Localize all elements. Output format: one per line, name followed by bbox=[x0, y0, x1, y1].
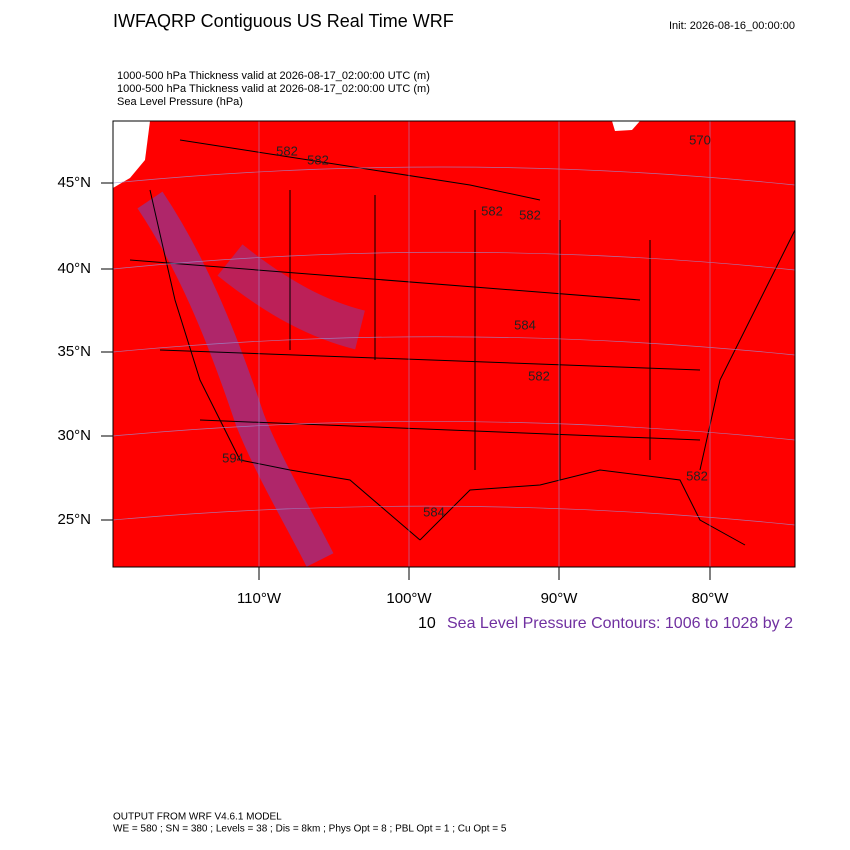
map bbox=[112, 120, 796, 568]
lat-label: 40°N bbox=[57, 260, 91, 277]
lon-label: 90°W bbox=[541, 590, 579, 607]
lat-label: 25°N bbox=[57, 511, 91, 528]
subtitle: 1000-500 hPa Thickness valid at 2026-08-… bbox=[117, 83, 430, 95]
contour-label: 584 bbox=[514, 317, 536, 332]
lat-label: 45°N bbox=[57, 174, 91, 191]
contour-label: 594 bbox=[222, 450, 244, 465]
contour-label: 582 bbox=[519, 207, 541, 222]
lon-label: 100°W bbox=[386, 590, 432, 607]
init-time: Init: 2026-08-16_00:00:00 bbox=[669, 20, 795, 32]
contour-label: 582 bbox=[686, 468, 708, 483]
title: IWFAQRP Contiguous US Real Time WRF bbox=[113, 11, 454, 31]
graticule bbox=[112, 121, 796, 567]
shading bbox=[137, 191, 334, 567]
lon-label: 80°W bbox=[692, 590, 730, 607]
contour-label: 582 bbox=[307, 152, 329, 167]
caption-overlap: 10 bbox=[418, 615, 436, 632]
footer: WE = 580 ; SN = 380 ; Levels = 38 ; Dis … bbox=[113, 824, 507, 835]
map-frame bbox=[112, 120, 796, 568]
contour-label: 582 bbox=[481, 203, 503, 218]
caption: Sea Level Pressure Contours: 1006 to 102… bbox=[447, 615, 793, 632]
contour-label: 570 bbox=[689, 132, 711, 147]
contour-label: 584 bbox=[423, 504, 445, 519]
lat-label: 35°N bbox=[57, 343, 91, 360]
contour-label: 582 bbox=[276, 143, 298, 158]
footer: OUTPUT FROM WRF V4.6.1 MODEL bbox=[113, 812, 282, 823]
ocean-mask bbox=[612, 121, 640, 131]
contour-label: 582 bbox=[528, 368, 550, 383]
subtitle: Sea Level Pressure (hPa) bbox=[117, 96, 243, 108]
shading bbox=[217, 244, 366, 350]
lat-label: 30°N bbox=[57, 427, 91, 444]
ocean-mask bbox=[113, 121, 150, 188]
lon-label: 110°W bbox=[237, 590, 282, 607]
subtitle: 1000-500 hPa Thickness valid at 2026-08-… bbox=[117, 70, 430, 82]
